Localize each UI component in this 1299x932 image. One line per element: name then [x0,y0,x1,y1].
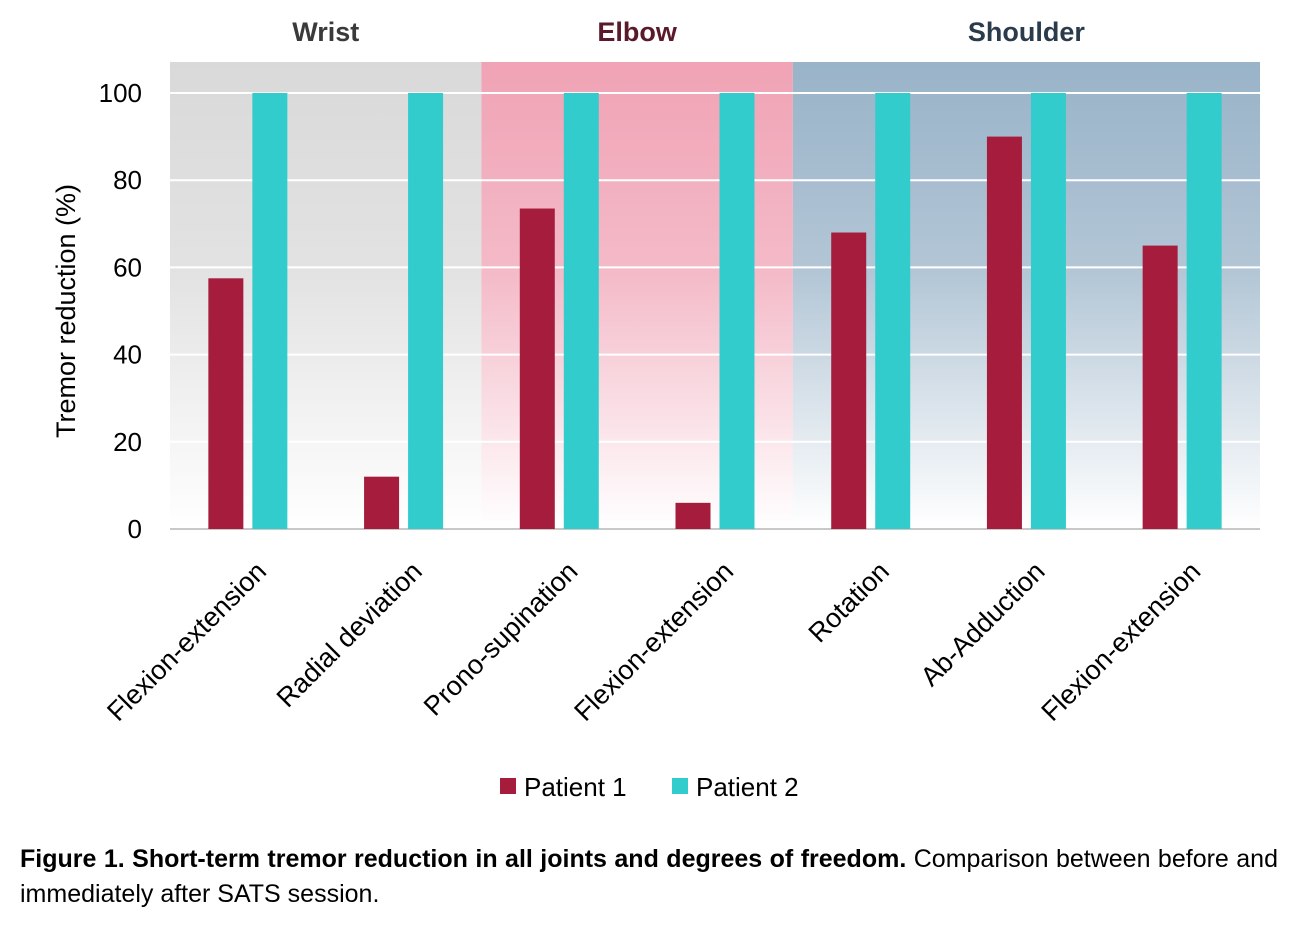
bar-patient-2 [719,93,755,529]
group-title-elbow: Elbow [597,17,677,47]
gridlines [170,92,1260,530]
figure-caption: Figure 1. Short-term tremor reduction in… [20,842,1278,912]
band-shoulder [792,62,1260,529]
y-tick-label: 60 [113,252,142,282]
bar-patient-2 [1030,93,1066,529]
x-tick-label: Ab-Adduction [915,556,1051,692]
group-title-wrist: Wrist [292,17,359,47]
bar-patient-2 [875,93,911,529]
bar-patient-2 [252,93,288,529]
bar-patient-1 [208,278,244,529]
bar-patient-1 [675,502,711,529]
caption-bold: Figure 1. Short-term tremor reduction in… [20,845,907,873]
caption-text: Comparison between before and immediatel… [20,845,1278,908]
legend-label: Patient 1 [524,772,627,802]
x-tick-label: Flexion-extension [101,556,272,727]
x-tick-label: Flexion-extension [1036,556,1207,727]
legend-swatch [500,778,516,794]
bar-patient-1 [831,232,867,529]
joint-group-titles: Wrist Elbow Shoulder [292,17,1085,47]
group-title-shoulder: Shoulder [968,17,1085,47]
bar-patient-1 [1142,245,1178,529]
x-tick-label: Prono-supination [418,556,584,722]
bar-patient-2 [408,93,444,529]
x-tick-label: Flexion-extension [568,556,739,727]
y-tick-label: 100 [99,78,142,108]
y-axis-tick-labels: 0 20 40 60 80 100 [99,78,142,544]
y-axis-label: Tremor reduction (%) [51,184,81,438]
y-tick-label: 20 [113,427,142,457]
legend-swatch [672,778,688,794]
joint-bands [170,62,1260,529]
bar-patient-2 [563,93,599,529]
bar-patient-1 [986,136,1022,529]
bar-patient-2 [1186,93,1222,529]
x-tick-label: Radial deviation [271,556,428,713]
bars [208,93,1222,530]
bar-patient-1 [364,476,400,529]
y-tick-label: 80 [113,165,142,195]
legend: Patient 1 Patient 2 [500,772,799,802]
bar-patient-1 [519,208,555,530]
x-tick-label: Rotation [803,556,895,648]
legend-label: Patient 2 [696,772,799,802]
bar-chart: Wrist Elbow Shoulder 0 20 40 60 80 100 Flexion-… [51,17,1260,802]
y-tick-label: 0 [128,514,142,544]
y-tick-label: 40 [113,340,142,370]
